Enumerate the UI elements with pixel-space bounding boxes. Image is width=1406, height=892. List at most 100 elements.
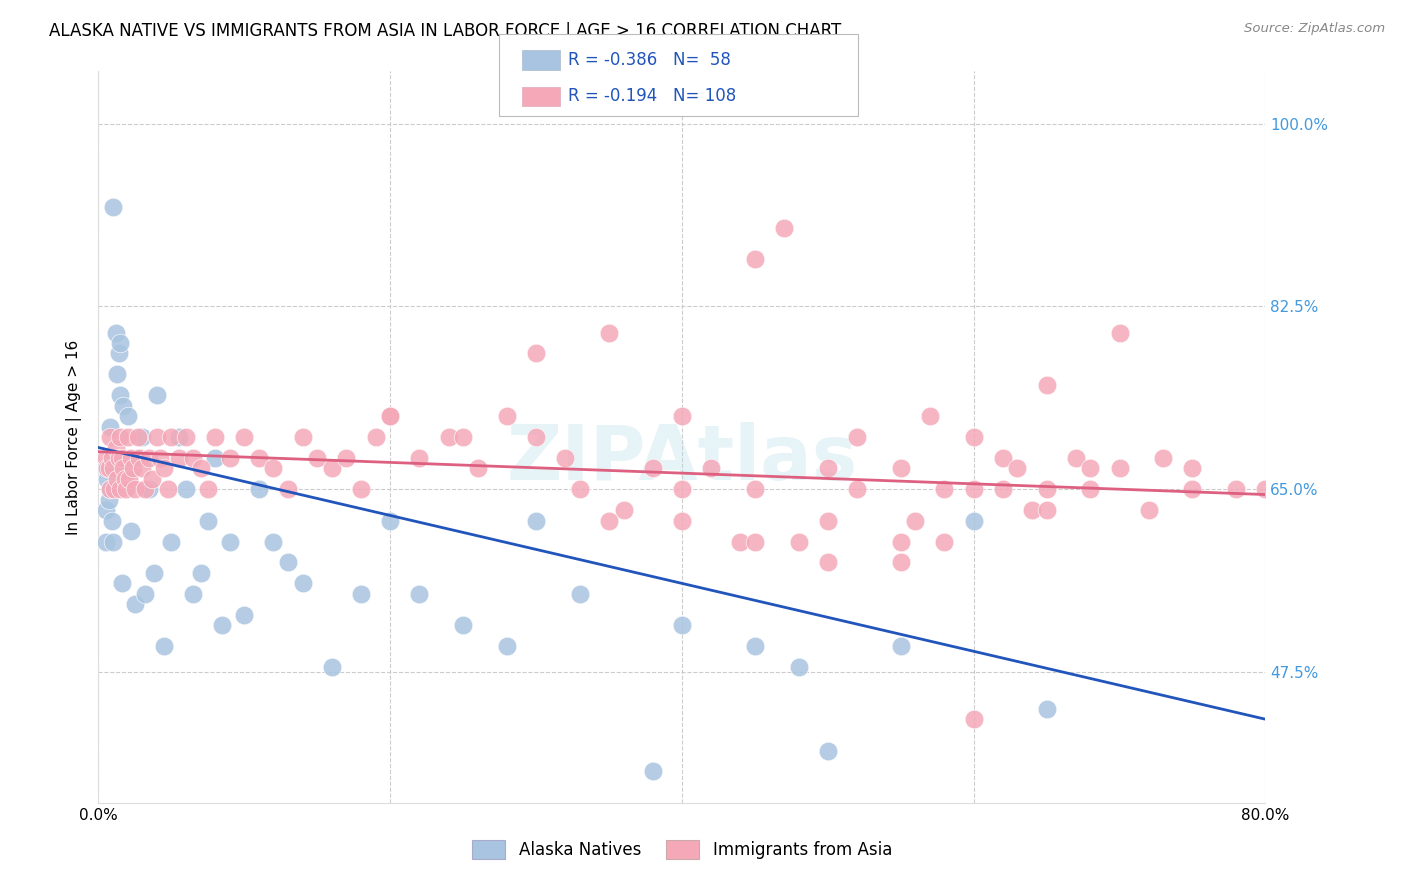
Point xyxy=(190,566,212,580)
Point xyxy=(262,461,284,475)
Point xyxy=(773,221,796,235)
Point xyxy=(321,461,343,475)
Point xyxy=(146,388,169,402)
Point xyxy=(846,483,869,497)
Point xyxy=(846,430,869,444)
Point xyxy=(467,461,489,475)
Point xyxy=(730,534,752,549)
Point xyxy=(181,450,204,465)
Point xyxy=(1181,483,1204,497)
Point xyxy=(451,618,474,632)
Point xyxy=(134,483,156,497)
Point xyxy=(787,660,810,674)
Point xyxy=(1035,503,1057,517)
Point xyxy=(157,483,180,497)
Point xyxy=(100,450,122,465)
Point xyxy=(122,461,145,475)
Point xyxy=(598,514,620,528)
Point xyxy=(211,618,233,632)
Point xyxy=(101,534,124,549)
Point xyxy=(700,461,723,475)
Point xyxy=(671,483,693,497)
Point xyxy=(117,430,139,444)
Point xyxy=(114,472,136,486)
Point xyxy=(524,514,547,528)
Point xyxy=(890,639,912,653)
Point xyxy=(167,430,190,444)
Point xyxy=(962,712,984,726)
Point xyxy=(153,461,176,475)
Point xyxy=(101,461,124,475)
Point xyxy=(350,483,373,497)
Point xyxy=(111,450,134,465)
Point xyxy=(110,483,132,497)
Point xyxy=(277,556,299,570)
Point xyxy=(97,492,120,507)
Point xyxy=(101,200,124,214)
Point xyxy=(108,450,131,465)
Point xyxy=(94,450,117,465)
Point xyxy=(97,461,120,475)
Point xyxy=(153,639,176,653)
Point xyxy=(100,514,122,528)
Point xyxy=(110,430,132,444)
Point xyxy=(671,618,693,632)
Point xyxy=(817,556,839,570)
Point xyxy=(380,409,402,424)
Point xyxy=(94,503,117,517)
Point xyxy=(104,441,127,455)
Point xyxy=(380,409,402,424)
Point xyxy=(98,430,121,444)
Point xyxy=(817,461,839,475)
Point xyxy=(94,534,117,549)
Point xyxy=(744,534,766,549)
Point xyxy=(291,576,314,591)
Point xyxy=(408,587,430,601)
Point xyxy=(174,483,197,497)
Point xyxy=(890,534,912,549)
Point xyxy=(105,472,128,486)
Point xyxy=(167,450,190,465)
Point xyxy=(204,450,226,465)
Point xyxy=(218,534,240,549)
Point xyxy=(291,430,314,444)
Point xyxy=(120,524,142,538)
Point xyxy=(118,472,141,486)
Point xyxy=(111,576,134,591)
Point xyxy=(612,503,634,517)
Point xyxy=(142,566,165,580)
Point xyxy=(98,483,121,497)
Point xyxy=(96,461,118,475)
Point xyxy=(554,450,576,465)
Point xyxy=(149,450,172,465)
Point xyxy=(335,450,357,465)
Text: ALASKA NATIVE VS IMMIGRANTS FROM ASIA IN LABOR FORCE | AGE > 16 CORRELATION CHAR: ALASKA NATIVE VS IMMIGRANTS FROM ASIA IN… xyxy=(49,22,841,40)
Point xyxy=(1108,461,1130,475)
Point xyxy=(641,461,664,475)
Point xyxy=(110,336,132,351)
Point xyxy=(181,587,204,601)
Point xyxy=(380,514,402,528)
Point xyxy=(104,326,127,340)
Point xyxy=(94,461,117,475)
Point xyxy=(127,430,149,444)
Point xyxy=(110,388,132,402)
Point xyxy=(1108,326,1130,340)
Point xyxy=(364,430,387,444)
Text: R = -0.194   N= 108: R = -0.194 N= 108 xyxy=(568,87,737,105)
Point xyxy=(524,346,547,360)
Point xyxy=(524,430,547,444)
Point xyxy=(1080,483,1102,497)
Point xyxy=(1080,461,1102,475)
Point xyxy=(112,461,135,475)
Point xyxy=(120,450,142,465)
Point xyxy=(1137,503,1160,517)
Point xyxy=(160,534,183,549)
Point xyxy=(744,639,766,653)
Point xyxy=(146,430,169,444)
Point xyxy=(991,483,1014,497)
Point xyxy=(96,472,118,486)
Point xyxy=(568,483,591,497)
Point xyxy=(115,483,138,497)
Text: ZIPAtlas: ZIPAtlas xyxy=(506,422,858,496)
